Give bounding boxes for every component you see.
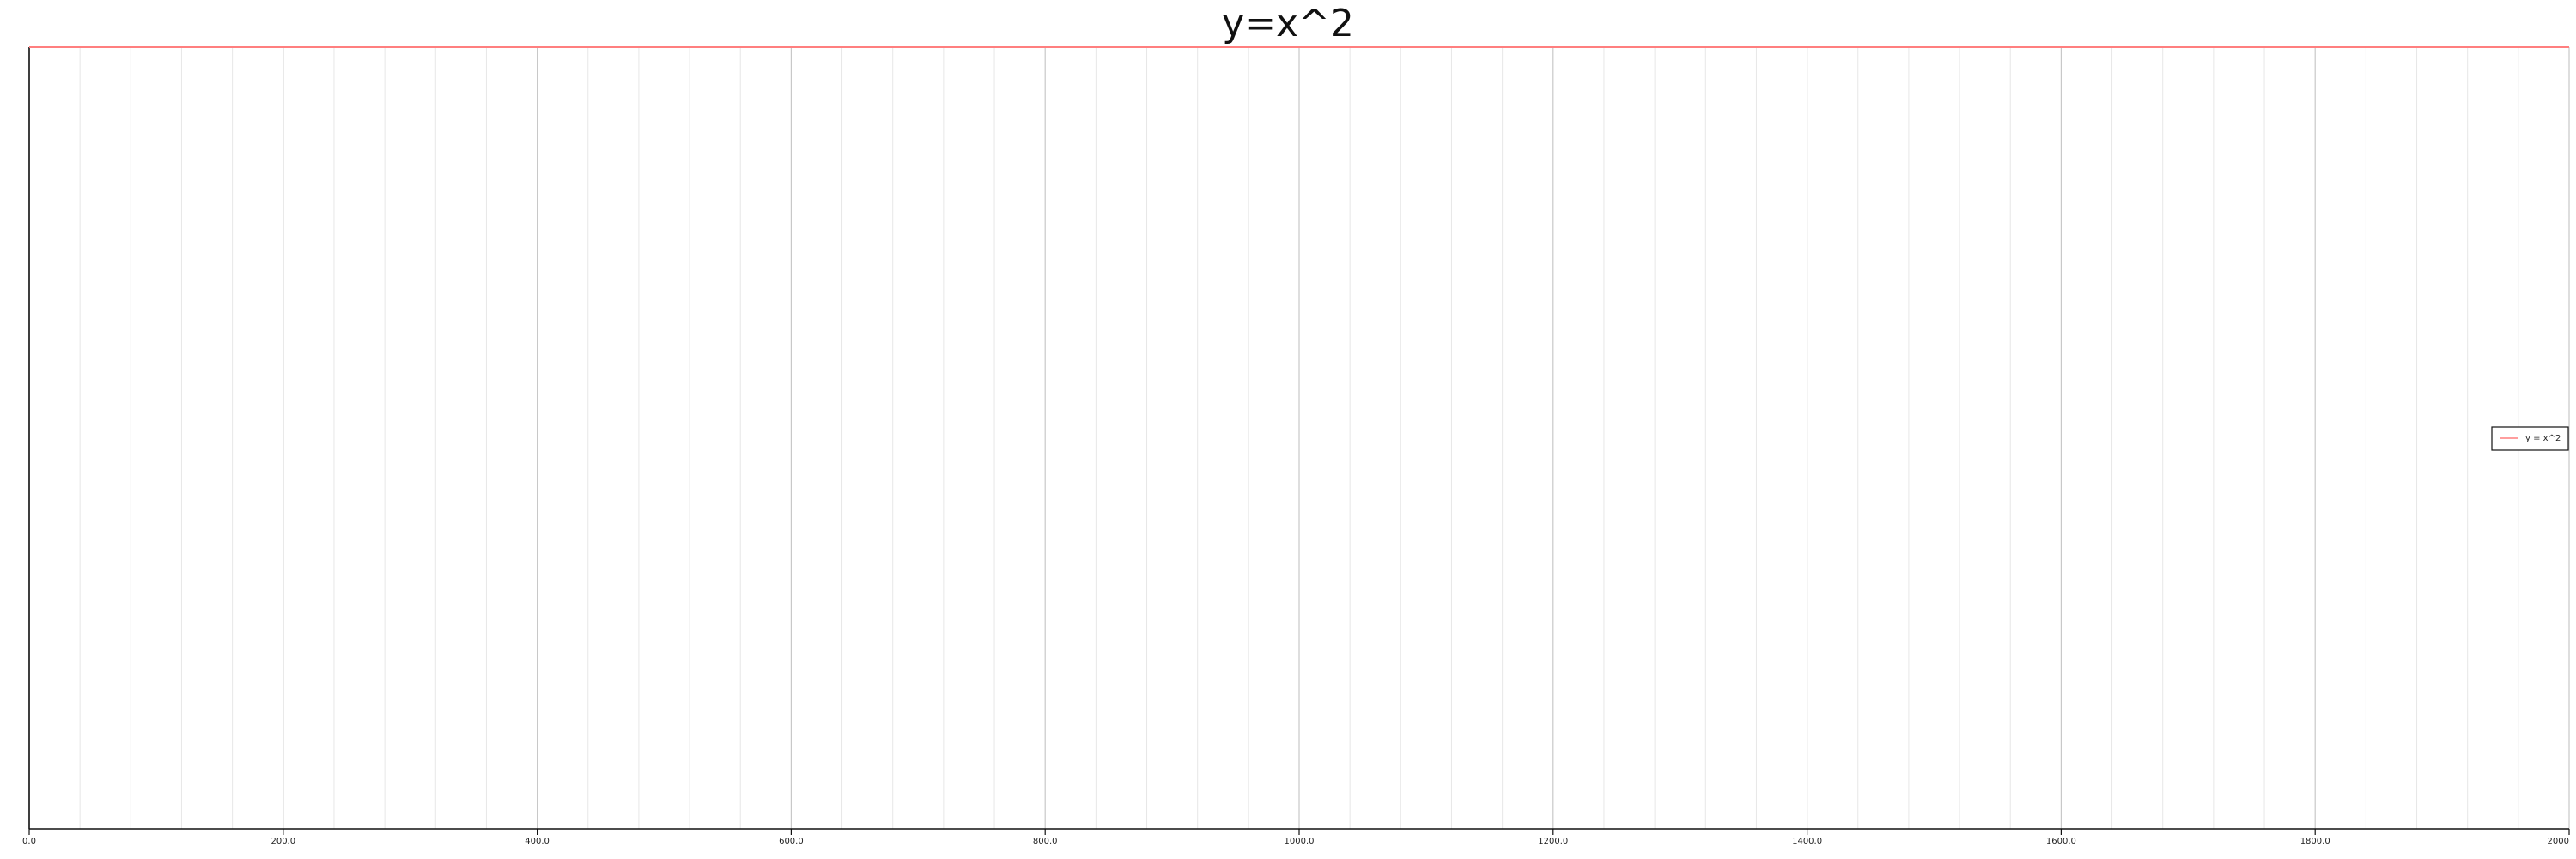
x-tick-label: 600.0 (779, 837, 804, 846)
x-tick-label: 2000 (2548, 837, 2569, 846)
x-tick-label: 1600.0 (2046, 837, 2076, 846)
x-tick-label: 400.0 (525, 837, 550, 846)
x-tick-label: 0.0 (22, 837, 36, 846)
grid-lines (28, 47, 2570, 829)
x-tick-label: 1800.0 (2300, 837, 2330, 846)
x-tick-label: 1400.0 (1792, 837, 1822, 846)
x-tick-label: 200.0 (270, 837, 295, 846)
x-tick-label: 800.0 (1033, 837, 1058, 846)
x-axis-ticks: 0.0 200.0 400.0 600.0 800.0 1000.0 1200.0 1400.… (22, 829, 2570, 846)
x-tick-label: 1200.0 (1538, 837, 1568, 846)
x-tick-label: 1000.0 (1285, 837, 1315, 846)
chart-title: y=x^2 (1222, 2, 1354, 46)
legend-label: y = x^2 (2525, 434, 2561, 443)
legend: y = x^2 (2491, 426, 2569, 451)
